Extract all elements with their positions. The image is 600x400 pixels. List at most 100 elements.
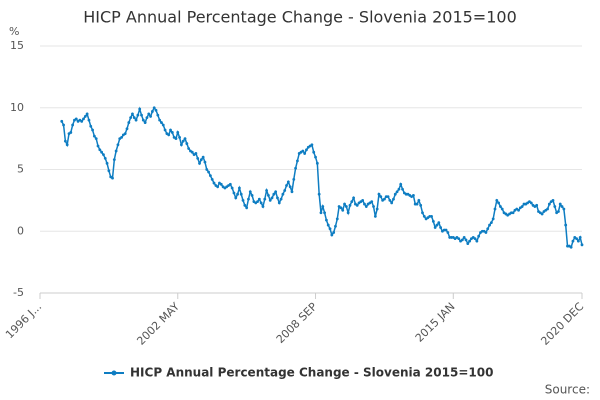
x-tick-label: 2002 MAY: [134, 300, 182, 348]
data-point: [330, 233, 334, 237]
data-point: [292, 177, 296, 181]
data-point: [248, 190, 252, 194]
data-point: [321, 205, 325, 208]
data-point: [210, 177, 214, 181]
data-point: [484, 231, 488, 234]
data-point: [580, 243, 584, 247]
data-point: [377, 192, 381, 196]
data-point: [127, 121, 131, 124]
data-point: [379, 195, 383, 199]
data-point: [272, 192, 276, 196]
data-point: [290, 190, 294, 194]
data-point: [250, 194, 254, 197]
data-point: [401, 187, 404, 191]
source: Source:: [545, 383, 590, 397]
data-point: [397, 187, 401, 191]
data-point: [352, 196, 355, 200]
data-point: [417, 198, 421, 202]
data-point: [325, 218, 328, 222]
data-point: [529, 201, 533, 205]
data-point: [228, 182, 232, 186]
data-point: [85, 112, 89, 116]
data-point: [237, 186, 241, 190]
data-point: [267, 194, 270, 197]
data-point: [319, 211, 323, 215]
data-point: [257, 197, 261, 201]
data-point: [343, 202, 346, 206]
data-point: [91, 128, 94, 132]
data-point: [194, 152, 198, 155]
legend-marker: [111, 370, 117, 376]
data-point: [558, 202, 562, 206]
data-point: [190, 150, 194, 154]
data-point: [422, 215, 426, 218]
data-point: [355, 203, 359, 207]
data-point: [156, 113, 160, 117]
data-point: [136, 113, 140, 117]
data-point: [495, 198, 499, 202]
data-point: [181, 139, 185, 143]
data-point: [163, 128, 167, 132]
data-point: [335, 217, 339, 221]
data-point: [390, 201, 394, 205]
data-point: [301, 149, 305, 153]
data-point: [150, 110, 154, 113]
data-point: [274, 190, 278, 194]
data-point: [395, 190, 399, 194]
data-point: [123, 132, 127, 136]
data-point: [92, 134, 96, 138]
data-point: [234, 196, 238, 200]
data-point: [431, 219, 435, 223]
data-point: [296, 159, 299, 163]
data-point: [564, 223, 568, 227]
data-point: [328, 227, 332, 231]
data-point: [491, 217, 495, 221]
data-point: [500, 207, 504, 211]
data-point: [466, 242, 470, 246]
data-point: [161, 123, 165, 127]
data-point: [363, 202, 366, 206]
data-point: [373, 215, 377, 218]
y-tick-label: 0: [17, 224, 24, 237]
data-point: [399, 182, 403, 186]
data-point: [98, 148, 102, 152]
data-point: [433, 226, 437, 229]
data-point: [105, 161, 109, 165]
data-point: [87, 118, 91, 122]
data-point: [261, 205, 265, 208]
data-point: [199, 158, 203, 162]
data-point: [219, 182, 223, 186]
data-point: [326, 223, 330, 227]
data-point: [517, 208, 520, 212]
data-point: [129, 116, 133, 120]
data-point: [158, 118, 162, 122]
data-point: [112, 158, 116, 162]
data-point: [386, 195, 390, 199]
data-point: [201, 155, 205, 159]
data-point: [486, 227, 490, 231]
data-point: [444, 228, 448, 232]
y-axis-label: %: [9, 25, 19, 38]
data-point: [576, 239, 580, 243]
data-point: [562, 207, 566, 211]
data-point: [323, 211, 326, 215]
data-point: [71, 123, 75, 127]
data-point: [256, 200, 259, 204]
data-point: [277, 201, 281, 205]
y-tick-label: -5: [13, 286, 24, 299]
data-point: [314, 155, 317, 159]
data-point: [464, 238, 468, 242]
data-point: [279, 197, 283, 201]
data-point: [149, 114, 152, 118]
data-point: [167, 133, 171, 137]
data-point: [132, 116, 136, 120]
data-point: [493, 207, 497, 211]
data-point: [94, 137, 98, 141]
x-tick-label: 2008 SEP: [274, 300, 320, 346]
data-point: [183, 137, 187, 141]
data-point: [317, 192, 321, 196]
data-point: [430, 215, 433, 218]
data-point: [341, 208, 345, 212]
data-point: [111, 176, 114, 180]
data-point: [303, 152, 307, 155]
